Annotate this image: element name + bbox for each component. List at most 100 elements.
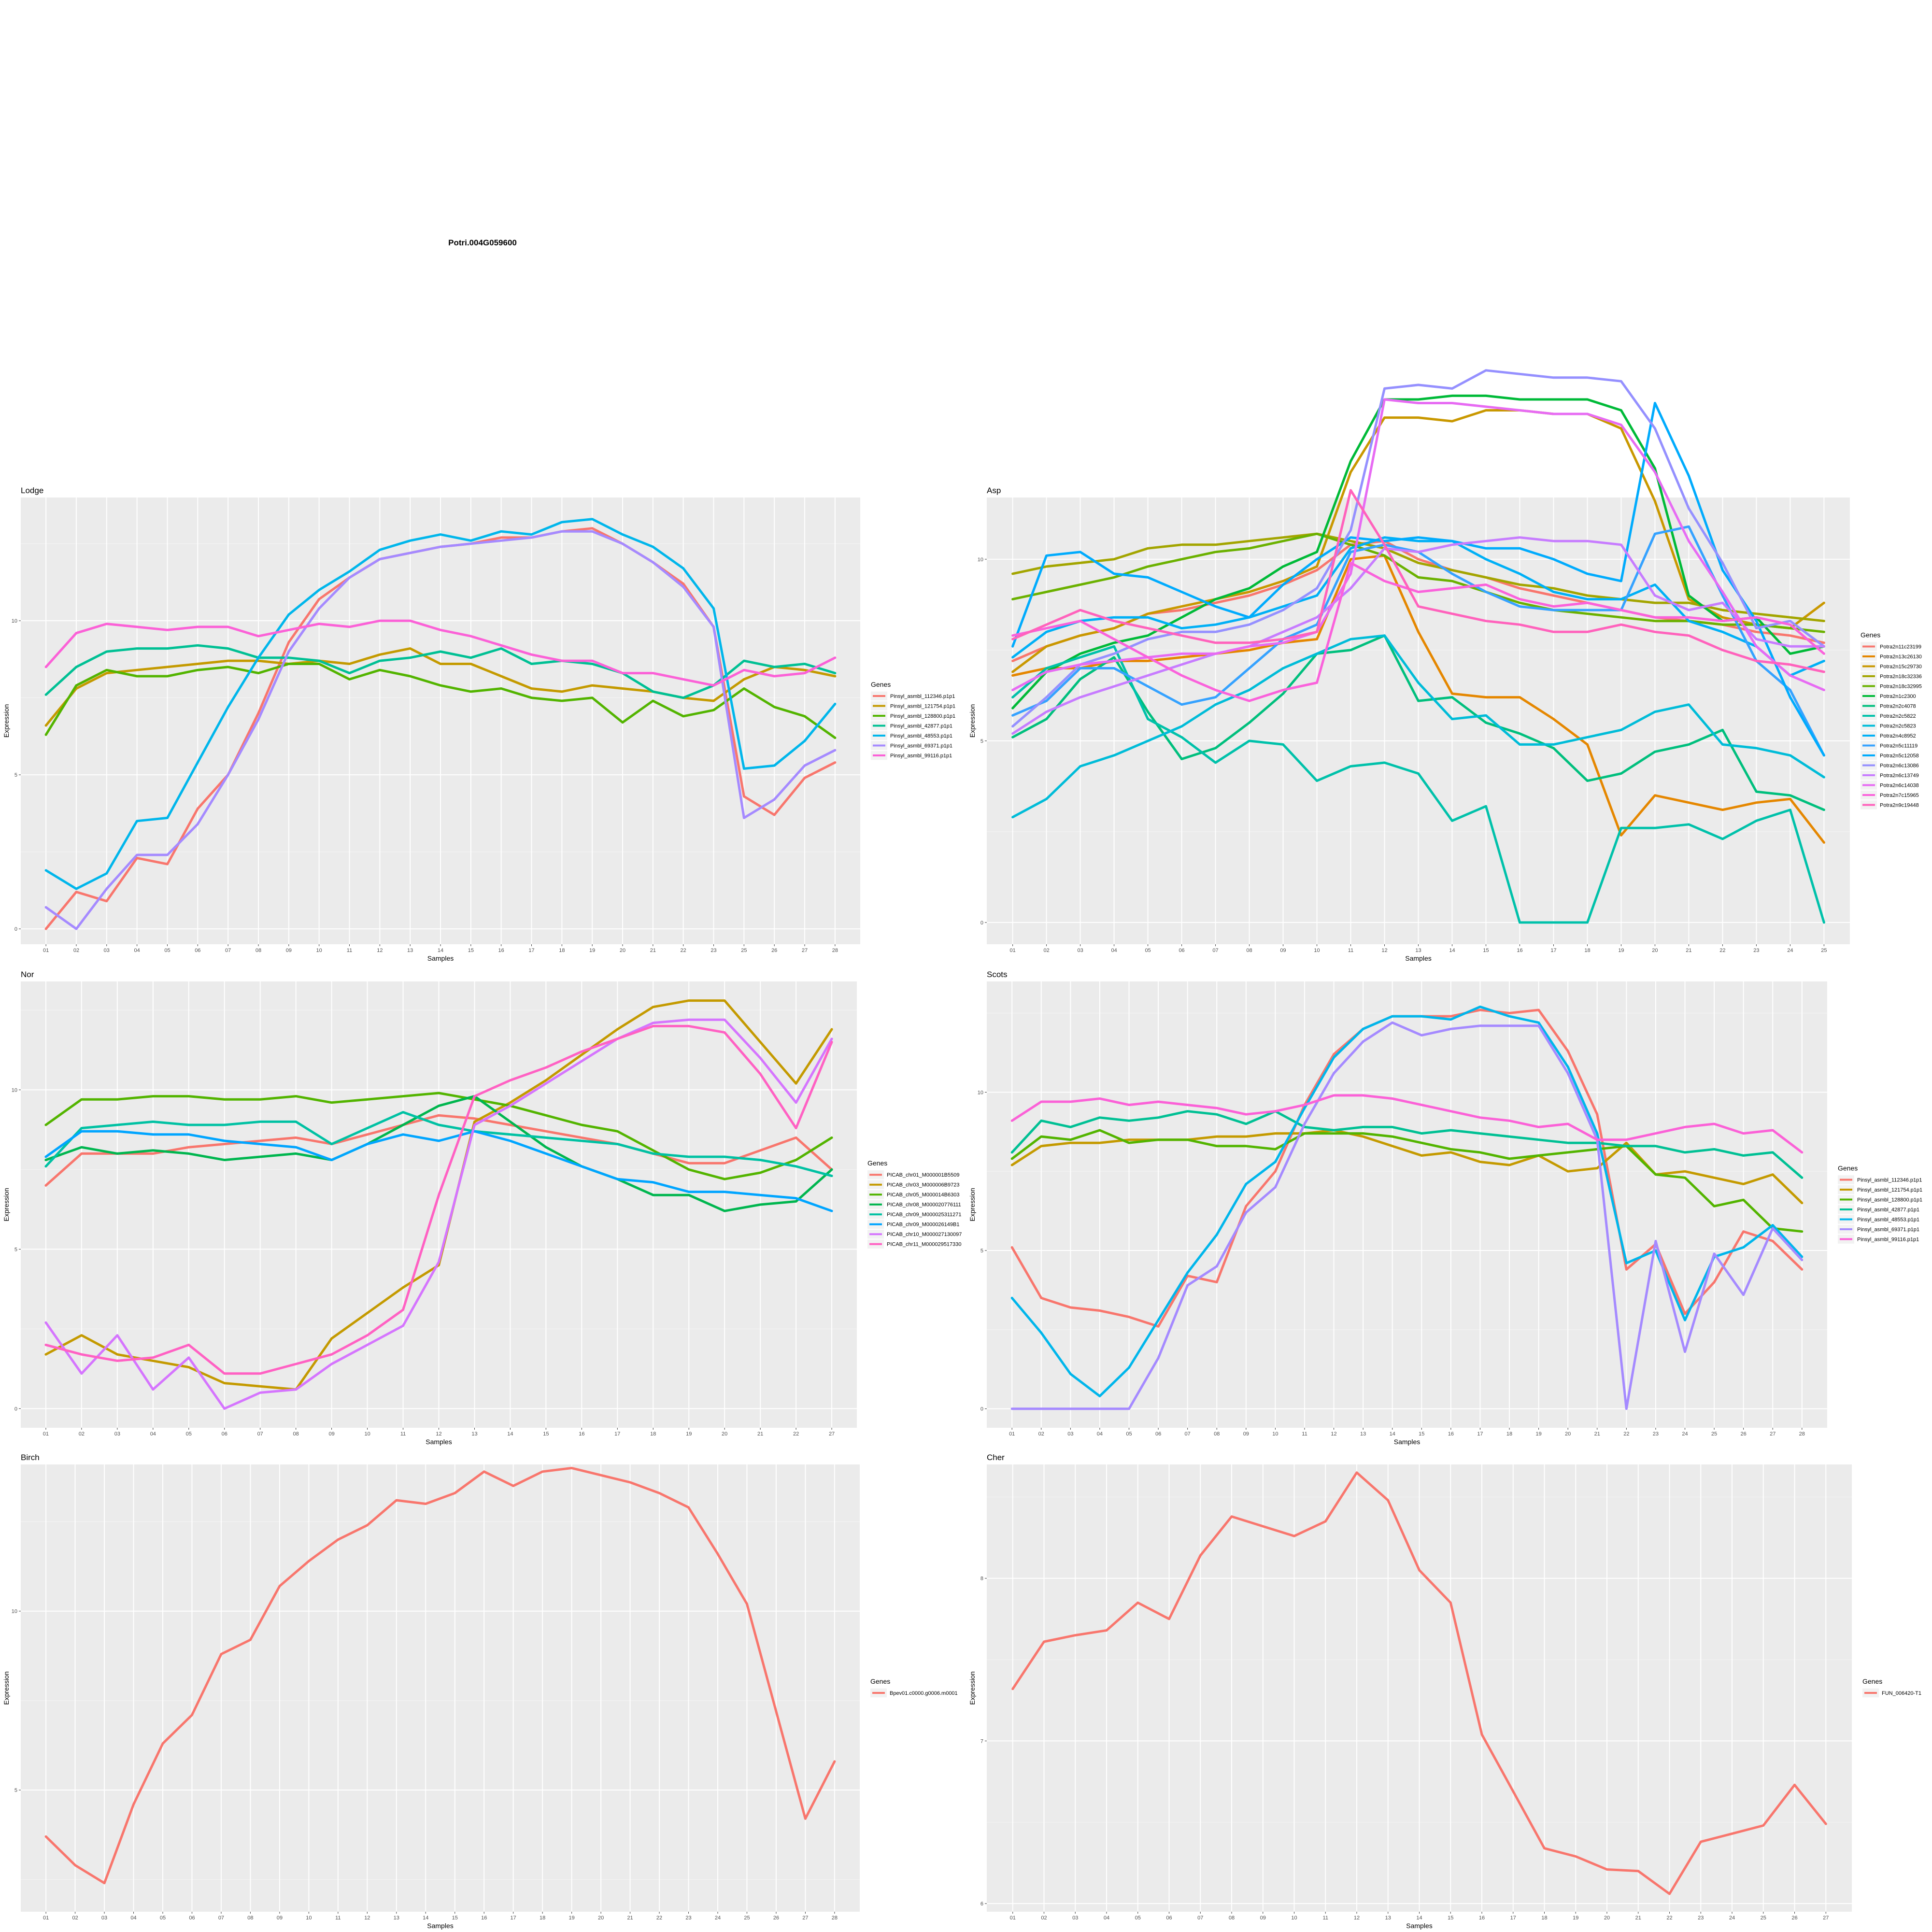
legend-label: Bpev01.c0000.g0006.m0001 [890, 1690, 958, 1696]
x-tick-label: 18 [650, 1431, 656, 1437]
x-tick-label: 06 [1179, 948, 1184, 953]
legend-label: Pinsyl_asmbl_121754.p1p1 [1857, 1187, 1922, 1193]
x-tick-label: 02 [72, 1915, 78, 1921]
x-tick-label: 13 [407, 948, 413, 953]
x-tick-label: 06 [1155, 1431, 1161, 1437]
legend-label: Pinsyl_asmbl_128800.p1p1 [1857, 1197, 1922, 1203]
series-line [1010, 1129, 1804, 1205]
x-tick-label: 14 [1390, 1431, 1395, 1437]
x-tick-label: 07 [225, 948, 231, 953]
x-tick-label: 09 [1243, 1431, 1249, 1437]
y-tick-label: 5 [14, 1788, 17, 1793]
x-tick-label: 24 [1729, 1915, 1735, 1921]
x-tick-label: 27 [802, 1915, 808, 1921]
x-tick-label: 21 [1635, 1915, 1641, 1921]
legend-label: Pinsyl_asmbl_48553.p1p1 [1857, 1217, 1919, 1222]
legend-label: Pinsyl_asmbl_48553.p1p1 [890, 733, 952, 739]
x-tick-label: 18 [540, 1915, 545, 1921]
x-tick-label: 08 [1229, 1915, 1235, 1921]
x-axis-label: Samples [427, 954, 454, 962]
x-tick-label: 05 [160, 1915, 166, 1921]
legend-label: PICAB_chr08_M000020776111 [887, 1202, 961, 1208]
x-tick-label: 02 [73, 948, 79, 953]
x-tick-label: 28 [832, 1915, 838, 1921]
x-tick-label: 17 [1550, 948, 1556, 953]
x-tick-label: 04 [1111, 948, 1117, 953]
x-tick-label: 19 [1535, 1431, 1541, 1437]
y-tick-label: 0 [14, 926, 17, 932]
x-tick-label: 16 [498, 948, 504, 953]
x-tick-label: 07 [1212, 948, 1218, 953]
x-tick-label: 20 [598, 1915, 604, 1921]
legend-label: Pinsyl_asmbl_42877.p1p1 [890, 723, 952, 729]
y-axis-label: Expression [968, 1671, 976, 1705]
x-tick-label: 05 [186, 1431, 192, 1437]
legend-label: PICAB_chr05_M000014B6303 [887, 1192, 959, 1198]
plot-background [21, 1464, 860, 1912]
x-axis-label: Samples [427, 1922, 453, 1930]
x-tick-label: 02 [79, 1431, 85, 1437]
x-tick-label: 02 [1038, 1431, 1044, 1437]
x-tick-label: 07 [257, 1431, 263, 1437]
legend-label: PICAB_chr09_M000026149B1 [887, 1222, 959, 1228]
legend: Genes Pinsyl_asmbl_112346.p1p1 Pinsyl_asmb… [871, 681, 955, 760]
legend-label: Potra2n1c2300 [1880, 694, 1916, 699]
x-tick-label: 03 [114, 1431, 120, 1437]
series-line [44, 1114, 833, 1187]
x-tick-label: 21 [757, 1431, 763, 1437]
series-line [44, 644, 837, 699]
legend-label: Potra2n5c11119 [1880, 743, 1918, 749]
series-line [1010, 1005, 1804, 1397]
x-tick-label: 18 [559, 948, 565, 953]
legend-title: Genes [1862, 1677, 1882, 1685]
x-tick-label: 06 [189, 1915, 195, 1921]
legend-label: PICAB_chr11_M000029517330 [887, 1242, 962, 1248]
x-tick-label: 25 [1711, 1431, 1717, 1437]
legend-label: Pinsyl_asmbl_128800.p1p1 [890, 713, 955, 719]
x-tick-label: 27 [802, 948, 808, 953]
x-tick-label: 03 [1067, 1431, 1073, 1437]
panel-cher: Cher 6 7 8 01 02 03 04 05 06 07 08 09 10 11 12 13 14 15 16 1… [968, 1453, 1921, 1930]
y-tick-label: 10 [978, 557, 983, 563]
x-tick-label: 26 [773, 1915, 779, 1921]
panel-title: Nor [21, 970, 34, 979]
x-tick-label: 20 [722, 1431, 727, 1437]
y-tick-label: 5 [14, 772, 17, 778]
x-tick-label: 14 [1449, 948, 1455, 953]
series-line [1011, 402, 1825, 757]
x-tick-label: 07 [1185, 1431, 1191, 1437]
legend-label: Potra2n6c13749 [1880, 773, 1919, 779]
x-tick-label: 04 [1097, 1431, 1103, 1437]
x-axis-label: Samples [426, 1438, 452, 1446]
x-tick-label: 19 [686, 1431, 692, 1437]
x-tick-label: 01 [43, 948, 49, 953]
x-tick-label: 11 [347, 948, 352, 953]
series-line [1011, 489, 1825, 673]
x-tick-label: 13 [394, 1915, 399, 1921]
x-tick-label: 25 [744, 1915, 750, 1921]
y-axis-label: Expression [2, 704, 10, 738]
x-tick-label: 03 [104, 948, 110, 953]
x-axis-label: Samples [1405, 954, 1431, 962]
x-tick-label: 02 [1041, 1915, 1047, 1921]
y-tick-label: 0 [980, 1406, 983, 1412]
x-tick-label: 13 [1415, 948, 1421, 953]
y-tick-label: 0 [14, 1406, 17, 1412]
x-tick-label: 14 [1416, 1915, 1422, 1921]
x-tick-label: 12 [1331, 1431, 1336, 1437]
series-line [44, 530, 837, 930]
series-line [1010, 1021, 1804, 1410]
series-line [1011, 536, 1825, 677]
series-line [1010, 1110, 1804, 1179]
x-tick-label: 11 [1323, 1915, 1328, 1921]
x-tick-label: 01 [43, 1915, 49, 1921]
x-tick-label: 26 [1741, 1431, 1747, 1437]
series-line [1010, 1129, 1804, 1233]
x-tick-label: 25 [741, 948, 747, 953]
x-tick-label: 05 [1126, 1431, 1132, 1437]
